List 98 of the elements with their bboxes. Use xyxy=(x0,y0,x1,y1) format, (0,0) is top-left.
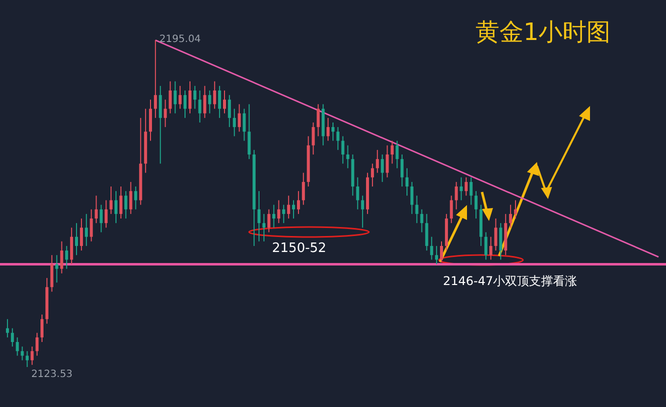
candlestick xyxy=(405,168,408,196)
candlestick xyxy=(380,154,384,182)
candlestick xyxy=(332,122,334,142)
candlestick xyxy=(174,80,177,114)
candlestick xyxy=(104,200,108,228)
candlestick xyxy=(267,208,270,233)
candlestick xyxy=(129,181,132,214)
candlestick xyxy=(232,108,236,137)
candlestick xyxy=(119,186,122,220)
candlestick xyxy=(114,190,118,224)
candlestick xyxy=(100,204,103,233)
candlestick xyxy=(80,218,83,252)
candlestick xyxy=(499,222,502,260)
candlestick xyxy=(361,195,364,228)
chart-title: 黄金1小时图 xyxy=(475,18,611,46)
candlestick xyxy=(277,200,280,224)
candlestick xyxy=(396,140,399,169)
candlestick xyxy=(326,117,330,142)
candlestick xyxy=(20,346,24,361)
candlestick xyxy=(248,104,251,160)
candlestick xyxy=(287,195,290,220)
candlestick xyxy=(30,346,34,366)
annotation: 2146-47小双顶支撑看涨 xyxy=(443,274,578,288)
candlestick xyxy=(198,90,202,123)
candlestick xyxy=(60,240,64,274)
candlestick xyxy=(282,204,286,224)
candlestick xyxy=(292,200,296,220)
candlestick xyxy=(228,94,231,128)
candlestick xyxy=(94,195,98,224)
candlestick xyxy=(425,213,428,252)
candlestick xyxy=(262,213,266,242)
candlestick xyxy=(296,190,300,214)
candlestick xyxy=(341,136,344,164)
candlestick xyxy=(242,108,246,142)
candlestick xyxy=(50,254,54,292)
candlestick xyxy=(400,154,404,188)
candlestick xyxy=(203,85,206,118)
candlestick xyxy=(178,85,182,110)
candlestick xyxy=(470,176,473,206)
candlestick xyxy=(484,232,488,260)
candlestick xyxy=(149,99,152,142)
candlestick xyxy=(26,350,29,368)
candlestick xyxy=(213,80,216,110)
candlestick xyxy=(316,104,320,137)
candlestick xyxy=(386,144,389,178)
candlestick xyxy=(75,222,78,256)
candlestick xyxy=(435,245,438,265)
candlestick xyxy=(164,99,167,128)
annotation: 2150-52 xyxy=(272,241,326,256)
candlestick xyxy=(208,90,212,114)
candlestick xyxy=(302,172,305,206)
candlestick xyxy=(376,149,379,174)
candlestick xyxy=(16,336,19,356)
candlestick xyxy=(154,40,157,118)
candlestick xyxy=(40,314,44,342)
candlestick xyxy=(464,176,468,196)
candlestick xyxy=(55,254,58,284)
candlestick xyxy=(110,186,113,214)
candlestick xyxy=(454,181,458,210)
candlestick xyxy=(158,85,162,164)
candlestick xyxy=(356,176,360,210)
candlestick xyxy=(489,236,492,260)
candlestick xyxy=(312,122,315,156)
candlestick xyxy=(184,90,187,118)
candlestick xyxy=(450,195,453,224)
candlestick xyxy=(222,90,226,114)
candlestick xyxy=(258,190,261,242)
candlestick xyxy=(36,332,39,356)
candlestick xyxy=(474,190,478,220)
candlestick xyxy=(238,104,241,132)
candlestick xyxy=(336,126,340,150)
candlestick xyxy=(134,186,138,210)
candlestick xyxy=(460,176,463,201)
candlestick xyxy=(514,200,517,220)
candlestick xyxy=(346,144,350,169)
text: 2123.53 xyxy=(31,369,73,380)
candlestick xyxy=(90,208,93,242)
candlestick xyxy=(10,328,14,348)
candlestick xyxy=(84,213,88,246)
candlestick xyxy=(188,80,192,114)
candlestick xyxy=(218,85,222,118)
candlestick xyxy=(6,318,9,338)
annotation: 2195.04 xyxy=(159,34,201,45)
candlestick xyxy=(430,236,434,260)
candlestick xyxy=(494,218,498,252)
candlestick xyxy=(70,227,74,265)
candlestick xyxy=(509,204,512,228)
candlestick xyxy=(370,163,374,188)
candlestick xyxy=(193,85,196,110)
candlestick xyxy=(65,245,68,270)
candlestick xyxy=(420,208,424,233)
candlestick xyxy=(168,80,172,114)
candlestick xyxy=(410,181,414,214)
candlestick xyxy=(272,204,276,228)
candlestick xyxy=(390,140,394,164)
candlestick xyxy=(415,195,418,224)
candlestick xyxy=(124,190,128,220)
candlestick xyxy=(440,240,444,262)
